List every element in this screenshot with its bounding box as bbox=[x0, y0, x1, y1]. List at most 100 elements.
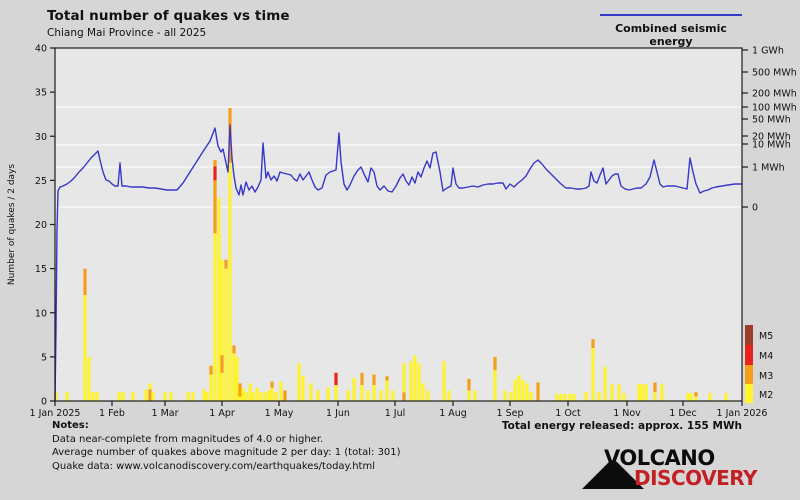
bar-segment-M2 bbox=[248, 383, 252, 401]
y-right-tick-label: 500 MWh bbox=[752, 68, 797, 79]
bar-segment-M2 bbox=[65, 392, 69, 401]
bar-segment-M2 bbox=[169, 392, 173, 401]
total-energy-text: Total energy released: approx. 155 MWh bbox=[501, 420, 742, 432]
y-left-tick-label: 15 bbox=[35, 264, 47, 275]
x-tick-label: 1 Jun bbox=[326, 408, 350, 419]
bar-segment-M2 bbox=[209, 374, 213, 401]
bar-segment-M3 bbox=[270, 381, 274, 388]
bar-segment-M2 bbox=[274, 392, 278, 401]
bar-segment-M2 bbox=[87, 356, 91, 401]
bar-segment-M2 bbox=[644, 384, 648, 401]
magnitude-swatch-M2 bbox=[745, 384, 753, 403]
bar-segment-M2 bbox=[238, 396, 242, 401]
bar-segment-M2 bbox=[409, 361, 413, 401]
volcano-mountain-icon bbox=[582, 460, 644, 489]
energy-line-swatch bbox=[600, 14, 742, 16]
y-right-tick-label: 0 bbox=[752, 203, 758, 214]
bar-segment-M2 bbox=[213, 233, 217, 401]
logo-word-volcano: VOLCANO bbox=[604, 446, 715, 470]
y-axis-title: Number of quakes / 2 days bbox=[7, 164, 17, 285]
x-tick-label: 1 Mar bbox=[152, 408, 179, 419]
bar-segment-M2 bbox=[555, 393, 559, 401]
bar-segment-M2 bbox=[379, 390, 383, 401]
notes-line-2: Average number of quakes above magnitude… bbox=[52, 447, 401, 458]
bar-segment-M2 bbox=[259, 392, 263, 401]
y-left-tick-label: 30 bbox=[35, 132, 47, 143]
notes-line-1: Data near-complete from magnitudes of 4.… bbox=[52, 433, 324, 445]
bar-segment-M2 bbox=[509, 392, 513, 401]
bar-segment-M2 bbox=[191, 392, 195, 401]
bar-segment-M2 bbox=[316, 390, 320, 401]
bar-segment-M2 bbox=[617, 384, 621, 401]
y-right-tick-label: 50 MWh bbox=[752, 115, 791, 126]
bar-segment-M2 bbox=[640, 384, 644, 401]
bar-segment-M3 bbox=[402, 392, 406, 401]
bar-segment-M3 bbox=[213, 160, 217, 167]
y-left-tick-label: 5 bbox=[41, 352, 47, 363]
bar-segment-M2 bbox=[568, 393, 572, 401]
bar-segment-M2 bbox=[205, 392, 209, 401]
bar-segment-M2 bbox=[220, 259, 224, 356]
x-tick-label: 1 Jan 2026 bbox=[717, 408, 768, 419]
bar-segment-M2 bbox=[131, 392, 135, 401]
notes-block: Notes: Data near-complete from magnitude… bbox=[52, 419, 401, 473]
bar-segment-M2 bbox=[442, 361, 446, 401]
bar-segment-M2 bbox=[686, 393, 690, 401]
bar-segment-M2 bbox=[525, 383, 529, 401]
magnitude-swatch-M3 bbox=[745, 365, 753, 384]
bar-segment-M2 bbox=[334, 385, 338, 401]
bar-segment-M3 bbox=[694, 392, 698, 397]
magnitude-label-M2: M2 bbox=[759, 390, 773, 401]
bar-segment-M2 bbox=[402, 363, 406, 393]
notes-line-3: Quake data: www.volcanodiscovery.com/ear… bbox=[52, 460, 375, 472]
page-title: Total number of quakes vs time bbox=[47, 8, 290, 24]
bar-segment-M2 bbox=[521, 379, 525, 401]
bar-segment-M3 bbox=[283, 390, 287, 401]
bar-segment-M2 bbox=[270, 387, 274, 401]
y-right-tick-label: 10 MWh bbox=[752, 140, 791, 151]
bar-segment-M2 bbox=[637, 384, 641, 401]
magnitude-label-M3: M3 bbox=[759, 371, 773, 382]
bar-segment-M2 bbox=[163, 392, 167, 401]
bar-segment-M2 bbox=[95, 392, 99, 401]
y-left-tick-label: 40 bbox=[35, 44, 47, 55]
bar-segment-M2 bbox=[689, 393, 693, 401]
bar-segment-M2 bbox=[372, 385, 376, 401]
bar-segment-M2 bbox=[54, 392, 58, 401]
bar-segment-M2 bbox=[352, 378, 356, 401]
bar-segment-M2 bbox=[309, 383, 313, 401]
y-right-tick-label: 1 GWh bbox=[752, 46, 784, 57]
y-left-tick-label: 0 bbox=[41, 397, 47, 408]
bar-segment-M2 bbox=[346, 390, 350, 401]
bar-segment-M2 bbox=[622, 393, 626, 401]
bar-segment-M2 bbox=[83, 295, 87, 401]
magnitude-swatch-M5 bbox=[745, 325, 753, 345]
bar-segment-M2 bbox=[563, 393, 567, 401]
x-tick-label: 1 Oct bbox=[555, 408, 581, 419]
magnitude-legend-layer: M5 M4 M3 M2 bbox=[745, 325, 773, 403]
bar-segment-M3 bbox=[372, 374, 376, 386]
bar-segment-M2 bbox=[244, 392, 248, 401]
bar-segment-M3 bbox=[209, 365, 213, 375]
bar-segment-M2 bbox=[559, 393, 563, 401]
plot-background-layer bbox=[55, 48, 742, 401]
bar-segment-M3 bbox=[83, 268, 87, 296]
x-tick-label: 1 Feb bbox=[99, 408, 125, 419]
bar-segment-M3 bbox=[591, 339, 595, 349]
bar-segment-M3 bbox=[493, 356, 497, 371]
bar-segment-M2 bbox=[385, 380, 389, 401]
notes-heading: Notes: bbox=[52, 420, 89, 431]
bar-segment-M2 bbox=[326, 387, 330, 401]
bar-segment-M2 bbox=[417, 363, 421, 401]
bar-segment-M2 bbox=[493, 370, 497, 401]
quake-bars-layer bbox=[54, 108, 728, 401]
plot-background bbox=[55, 48, 742, 401]
y-right-tick-label: 1 MWh bbox=[752, 163, 785, 174]
y-right-tick-label: 20 MWh bbox=[752, 132, 791, 143]
bar-segment-M2 bbox=[301, 376, 305, 401]
bar-segment-M2 bbox=[426, 390, 430, 401]
bar-segment-M2 bbox=[297, 363, 301, 401]
bar-segment-M2 bbox=[186, 392, 190, 401]
